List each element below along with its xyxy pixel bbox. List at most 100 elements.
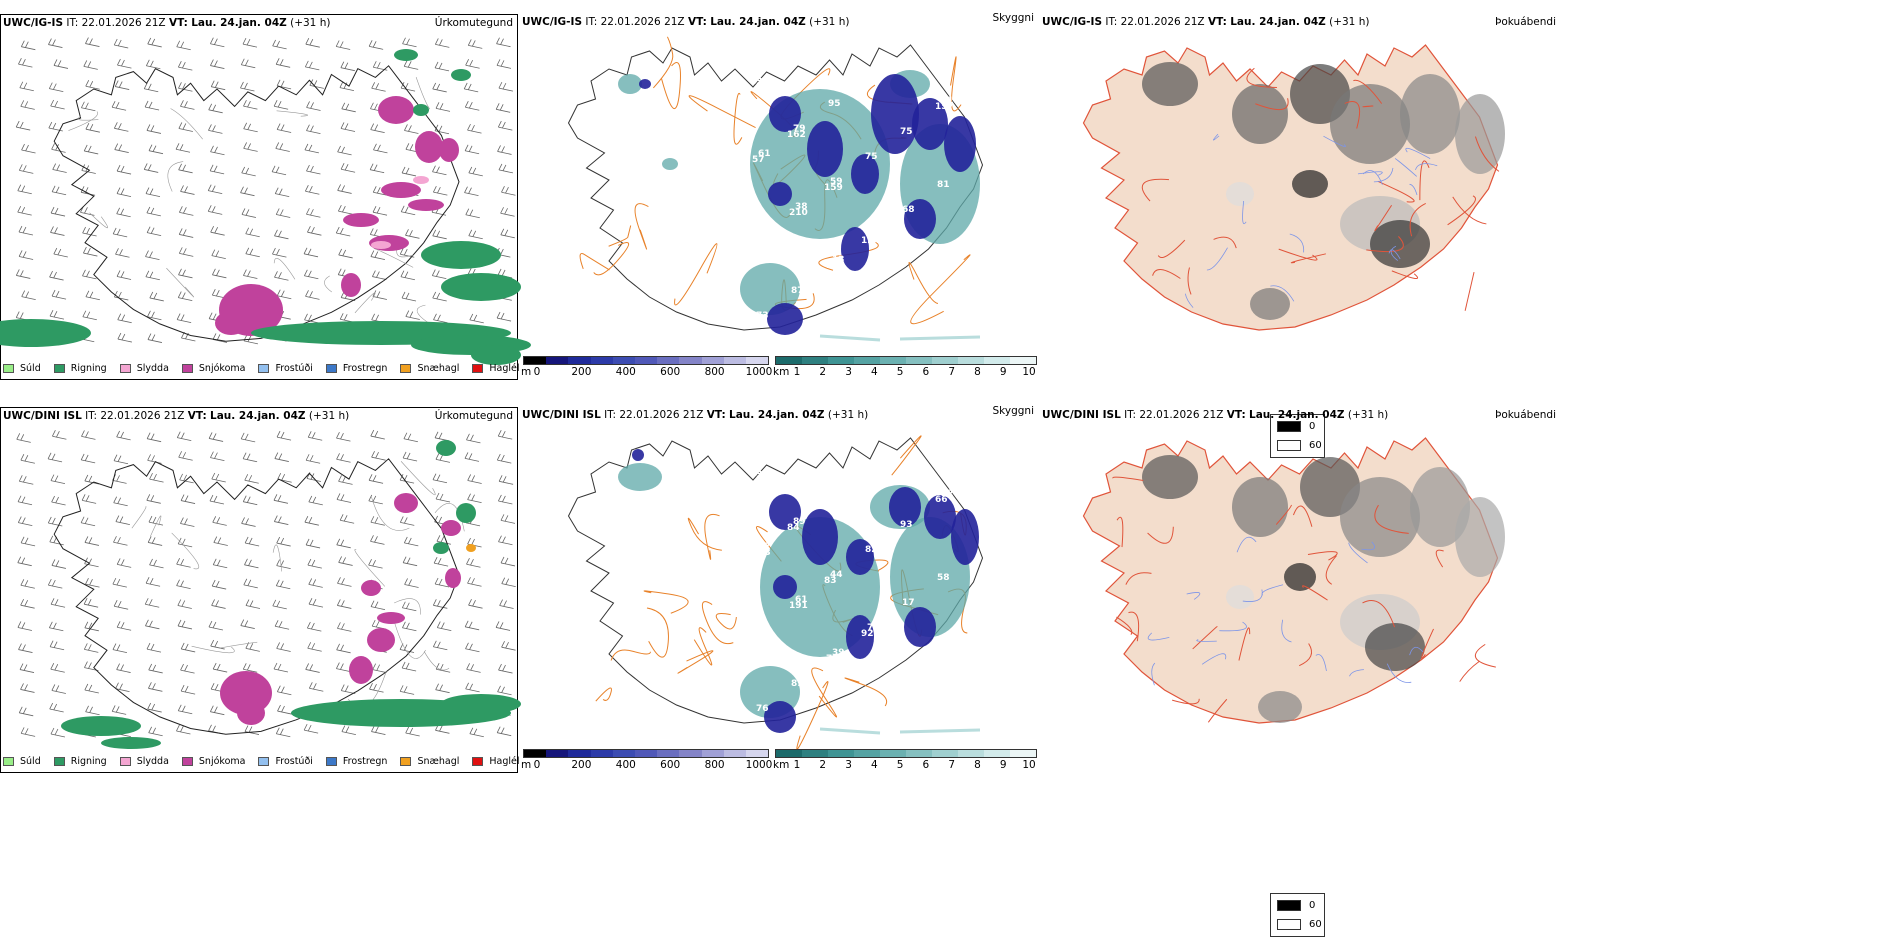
wind-barb-icon bbox=[113, 122, 129, 132]
cloudbase-value-label: 159 bbox=[824, 183, 843, 193]
wind-barb-icon bbox=[499, 599, 514, 609]
colorbar-tick: 3 bbox=[845, 759, 852, 771]
wind-barb-icon bbox=[49, 702, 64, 713]
wind-barb-icon bbox=[53, 247, 68, 258]
precip-legend: Súld Rigning Slydda Snjókoma Frostúði Frostre… bbox=[3, 752, 533, 770]
road-line bbox=[1187, 267, 1192, 295]
wind-barb-icon bbox=[18, 250, 34, 260]
road-line bbox=[370, 496, 410, 531]
wind-barb-icon bbox=[17, 495, 33, 506]
cloudbase-area bbox=[889, 487, 921, 527]
cloudbase-area bbox=[769, 494, 801, 530]
wind-barb-icon bbox=[370, 250, 385, 260]
wind-barb-icon bbox=[51, 559, 66, 569]
road-line bbox=[950, 56, 962, 112]
panel-header: UWC/DINI ISL IT: 22.01.2026 21Z VT: Lau.… bbox=[3, 410, 349, 422]
fog-legend-swatch bbox=[1277, 421, 1301, 432]
lead-time: (+31 h) bbox=[1329, 16, 1370, 28]
road-line bbox=[595, 687, 612, 702]
panel-title-fog: Þokuábendi bbox=[1495, 16, 1556, 28]
road-line bbox=[1459, 660, 1480, 682]
wind-barb-icon bbox=[464, 620, 480, 631]
wind-barb-icon bbox=[496, 311, 512, 322]
wind-barb-icon bbox=[276, 123, 292, 133]
wind-barb-icon bbox=[468, 229, 483, 240]
colorbar-tick: 200 bbox=[571, 759, 592, 771]
cloudbase-area bbox=[846, 539, 874, 575]
legend-label: Frostúði bbox=[275, 755, 313, 767]
wind-barb-icon bbox=[149, 291, 164, 302]
wind-barb-icon bbox=[368, 474, 384, 484]
cloudbase-value-label: 57 bbox=[758, 542, 771, 552]
wind-barb-icon bbox=[500, 207, 515, 217]
wind-barb-icon bbox=[83, 60, 98, 70]
road-line bbox=[811, 667, 838, 718]
wind-barb-icon bbox=[400, 205, 416, 216]
fog-index-panel: UWC/IG-IS IT: 22.01.2026 21Z VT: Lau. 24… bbox=[1040, 14, 1560, 384]
valid-label: VT: bbox=[687, 16, 707, 28]
wind-barb-icon bbox=[149, 472, 164, 483]
colorbar-tick: 10 bbox=[1022, 366, 1036, 378]
wind-barb-icon bbox=[210, 37, 225, 48]
cloudbase-value-label: 78 bbox=[828, 492, 841, 502]
wind-barb-icon bbox=[309, 79, 324, 89]
wind-barb-icon bbox=[83, 643, 99, 653]
wind-barb-icon bbox=[180, 494, 196, 504]
road-line bbox=[1172, 698, 1200, 705]
road-line bbox=[1292, 505, 1313, 527]
wind-barb-icon bbox=[272, 599, 287, 610]
road-line bbox=[1116, 616, 1133, 635]
road-line bbox=[1246, 67, 1277, 88]
wind-barb-icon bbox=[20, 598, 35, 609]
cloudbase-value-label: 75 bbox=[900, 127, 913, 137]
wind-barb-icon bbox=[148, 663, 163, 674]
river-line bbox=[1361, 541, 1375, 551]
wind-barb-icon bbox=[245, 599, 261, 609]
wind-barb-icon bbox=[145, 59, 161, 70]
wind-barb-icon bbox=[208, 124, 223, 134]
wind-barb-icon bbox=[177, 60, 193, 71]
cloudbase-value-label: 22 bbox=[941, 489, 954, 499]
visibility-area bbox=[662, 158, 678, 170]
wind-barb-icon bbox=[148, 682, 163, 692]
colorbar-tick: 8 bbox=[974, 759, 981, 771]
wind-barb-icon bbox=[146, 494, 161, 504]
road-line bbox=[908, 262, 939, 304]
init-label: IT: bbox=[85, 410, 98, 422]
legend-item: Frostregn bbox=[325, 363, 387, 374]
fog-intensity-area bbox=[1455, 497, 1505, 577]
wind-barb-icon bbox=[47, 452, 63, 463]
wind-barb-icon bbox=[371, 725, 386, 735]
wind-barb-icon bbox=[303, 723, 319, 734]
road-line bbox=[434, 503, 465, 532]
wind-barb-icon bbox=[369, 683, 384, 693]
model-name: UWC/IG-IS bbox=[1042, 16, 1103, 28]
wind-barb-icon bbox=[116, 207, 131, 218]
legend-item: Snæhagl bbox=[400, 756, 459, 767]
wind-barb-icon bbox=[210, 59, 225, 69]
wind-barb-icon bbox=[432, 640, 448, 651]
cloudbase-area bbox=[924, 495, 956, 539]
wind-barb-icon bbox=[402, 556, 418, 567]
wind-barb-icon bbox=[308, 682, 324, 692]
wind-barb-icon bbox=[20, 579, 35, 589]
road-line bbox=[394, 598, 421, 615]
river-line bbox=[1236, 536, 1257, 553]
wind-barb-icon bbox=[401, 661, 417, 672]
cloudbase-area bbox=[904, 199, 936, 239]
wind-barb-icon bbox=[20, 100, 35, 110]
road-line bbox=[191, 645, 235, 654]
sleet-area bbox=[413, 176, 429, 184]
river-line bbox=[1373, 167, 1394, 183]
wind-barb-icon bbox=[146, 432, 162, 443]
lead-time: (+31 h) bbox=[308, 410, 350, 422]
wind-barb-icon bbox=[49, 270, 64, 281]
road-line bbox=[1409, 202, 1426, 237]
cloudbase-value-label: 77 bbox=[867, 623, 880, 633]
wind-barb-icon bbox=[242, 37, 258, 48]
wind-barb-icon bbox=[371, 450, 386, 461]
wind-barb-icon bbox=[15, 269, 31, 279]
wind-barb-icon bbox=[464, 186, 479, 197]
init-time: 22.01.2026 21Z bbox=[100, 410, 185, 422]
wind-barb-icon bbox=[112, 227, 128, 238]
